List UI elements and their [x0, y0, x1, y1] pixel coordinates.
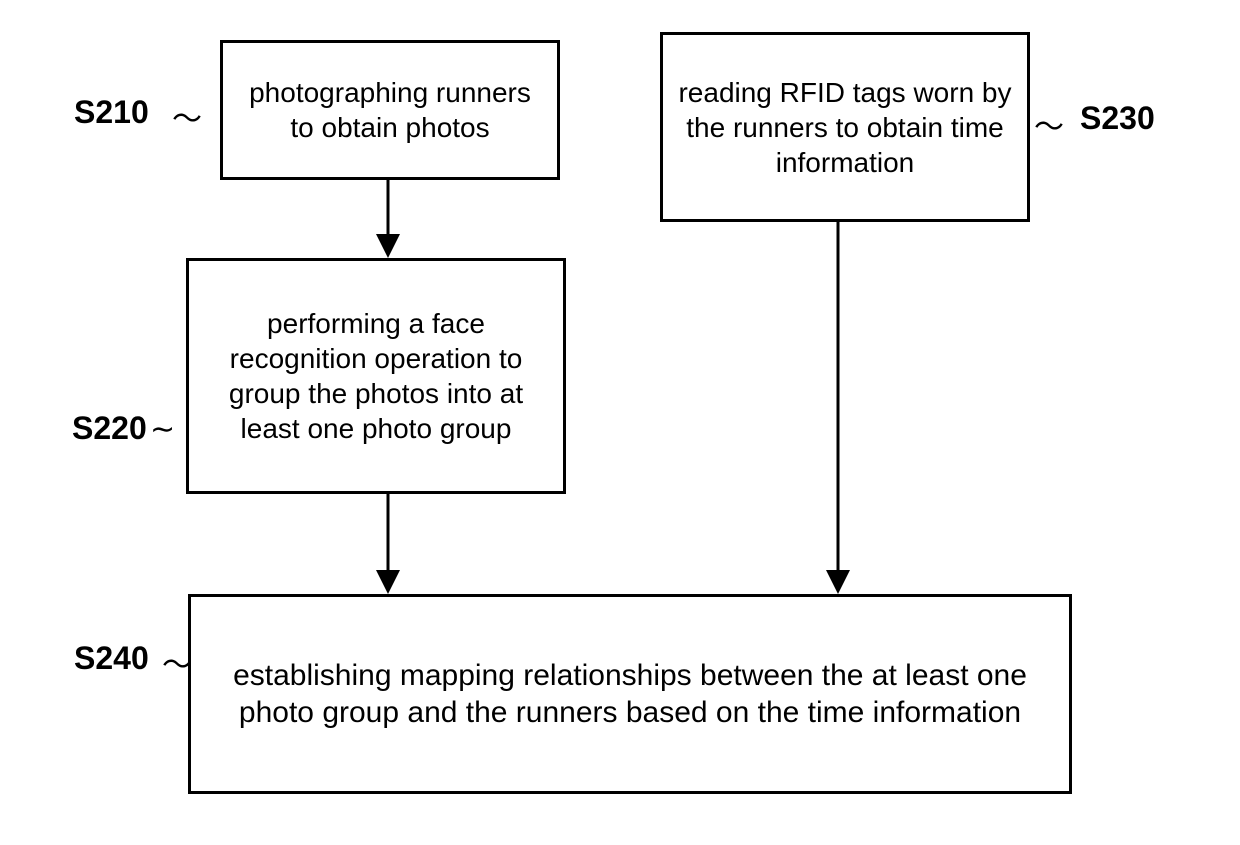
- node-s240: establishing mapping relationships betwe…: [188, 594, 1072, 794]
- node-s240-text: establishing mapping relationships betwe…: [205, 657, 1055, 732]
- connector-s210: 〜: [172, 94, 202, 138]
- connector-s240: 〜: [162, 640, 192, 684]
- flowchart-canvas: photographing runners to obtain photos S…: [0, 0, 1240, 845]
- label-s230: S230: [1080, 100, 1155, 137]
- node-s220-text: performing a face recognition operation …: [203, 306, 549, 446]
- node-s220: performing a face recognition operation …: [186, 258, 566, 494]
- label-s210: S210: [74, 94, 149, 131]
- node-s230: reading RFID tags worn by the runners to…: [660, 32, 1030, 222]
- label-s220-text: S220: [72, 410, 147, 446]
- label-s220: S220: [72, 410, 147, 447]
- label-s230-text: S230: [1080, 100, 1155, 136]
- label-s240: S240: [74, 640, 149, 677]
- label-s240-text: S240: [74, 640, 149, 676]
- connector-s220: ∼: [150, 412, 175, 447]
- node-s230-text: reading RFID tags worn by the runners to…: [677, 75, 1013, 180]
- connector-s230: 〜: [1034, 102, 1064, 146]
- node-s210: photographing runners to obtain photos: [220, 40, 560, 180]
- label-s210-text: S210: [74, 94, 149, 130]
- node-s210-text: photographing runners to obtain photos: [237, 75, 543, 145]
